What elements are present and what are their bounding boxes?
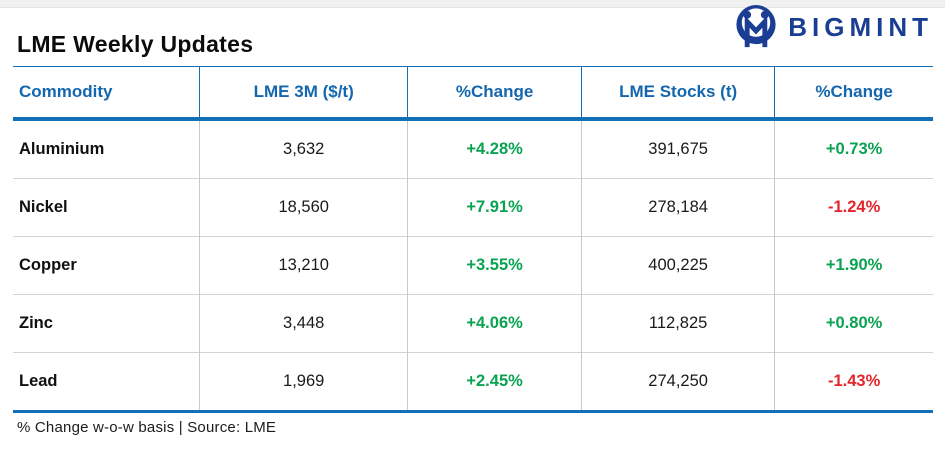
bigmint-logo-icon	[733, 3, 779, 52]
stocks-change-cell: -1.43%	[774, 352, 933, 412]
commodity-cell: Copper	[13, 236, 200, 295]
price-cell: 3,632	[199, 119, 408, 179]
column-header-stocks-change: %Change	[774, 66, 933, 121]
stocks-cell: 274,250	[581, 352, 775, 412]
stocks-change-cell: +0.73%	[774, 119, 933, 179]
table-row-nickel: Nickel 18,560 +7.91% 278,184 -1.24%	[13, 178, 933, 237]
source-footnote: % Change w-o-w basis | Source: LME	[17, 419, 277, 436]
table-row-zinc: Zinc 3,448 +4.06% 112,825 +0.80%	[13, 294, 933, 353]
table-row-copper: Copper 13,210 +3.55% 400,225 +1.90%	[13, 236, 933, 295]
stocks-cell: 112,825	[581, 294, 775, 353]
stocks-cell: 391,675	[581, 119, 775, 179]
column-header-commodity: Commodity	[13, 66, 200, 121]
page-title: LME Weekly Updates	[17, 31, 254, 57]
commodity-table: Commodity LME 3M ($/t) %Change LME Stock…	[13, 66, 933, 413]
stocks-cell: 400,225	[581, 236, 775, 295]
table-header-row: Commodity LME 3M ($/t) %Change LME Stock…	[13, 66, 933, 121]
price-change-cell: +3.55%	[407, 236, 582, 295]
window-top-edge	[0, 0, 945, 8]
stocks-cell: 278,184	[581, 178, 775, 237]
table-row-aluminium: Aluminium 3,632 +4.28% 391,675 +0.73%	[13, 119, 933, 179]
commodity-cell: Zinc	[13, 294, 200, 353]
commodity-cell: Aluminium	[19, 140, 105, 158]
price-cell: 18,560	[199, 178, 408, 237]
column-header-price-change: %Change	[407, 66, 582, 121]
brand-name: BIGMINT	[788, 12, 933, 42]
price-cell: 1,969	[199, 352, 408, 412]
stocks-change-cell: +0.80%	[774, 294, 933, 353]
table-row-lead: Lead 1,969 +2.45% 274,250 -1.43%	[13, 352, 933, 412]
stocks-change-cell: +1.90%	[774, 236, 933, 295]
commodity-cell: Lead	[13, 352, 200, 412]
price-change-cell: +2.45%	[407, 352, 582, 412]
stocks-change-cell: -1.24%	[774, 178, 933, 237]
price-cell: 3,448	[199, 294, 408, 353]
price-change-cell: +4.28%	[407, 119, 582, 179]
brand-logo: BIGMINT	[733, 3, 933, 52]
commodity-cell: Nickel	[13, 178, 200, 237]
column-header-lme-stocks: LME Stocks (t)	[581, 66, 775, 121]
price-change-cell: +7.91%	[407, 178, 582, 237]
price-change-cell: +4.06%	[407, 294, 582, 353]
price-cell: 13,210	[199, 236, 408, 295]
column-header-lme-3m: LME 3M ($/t)	[199, 66, 408, 121]
